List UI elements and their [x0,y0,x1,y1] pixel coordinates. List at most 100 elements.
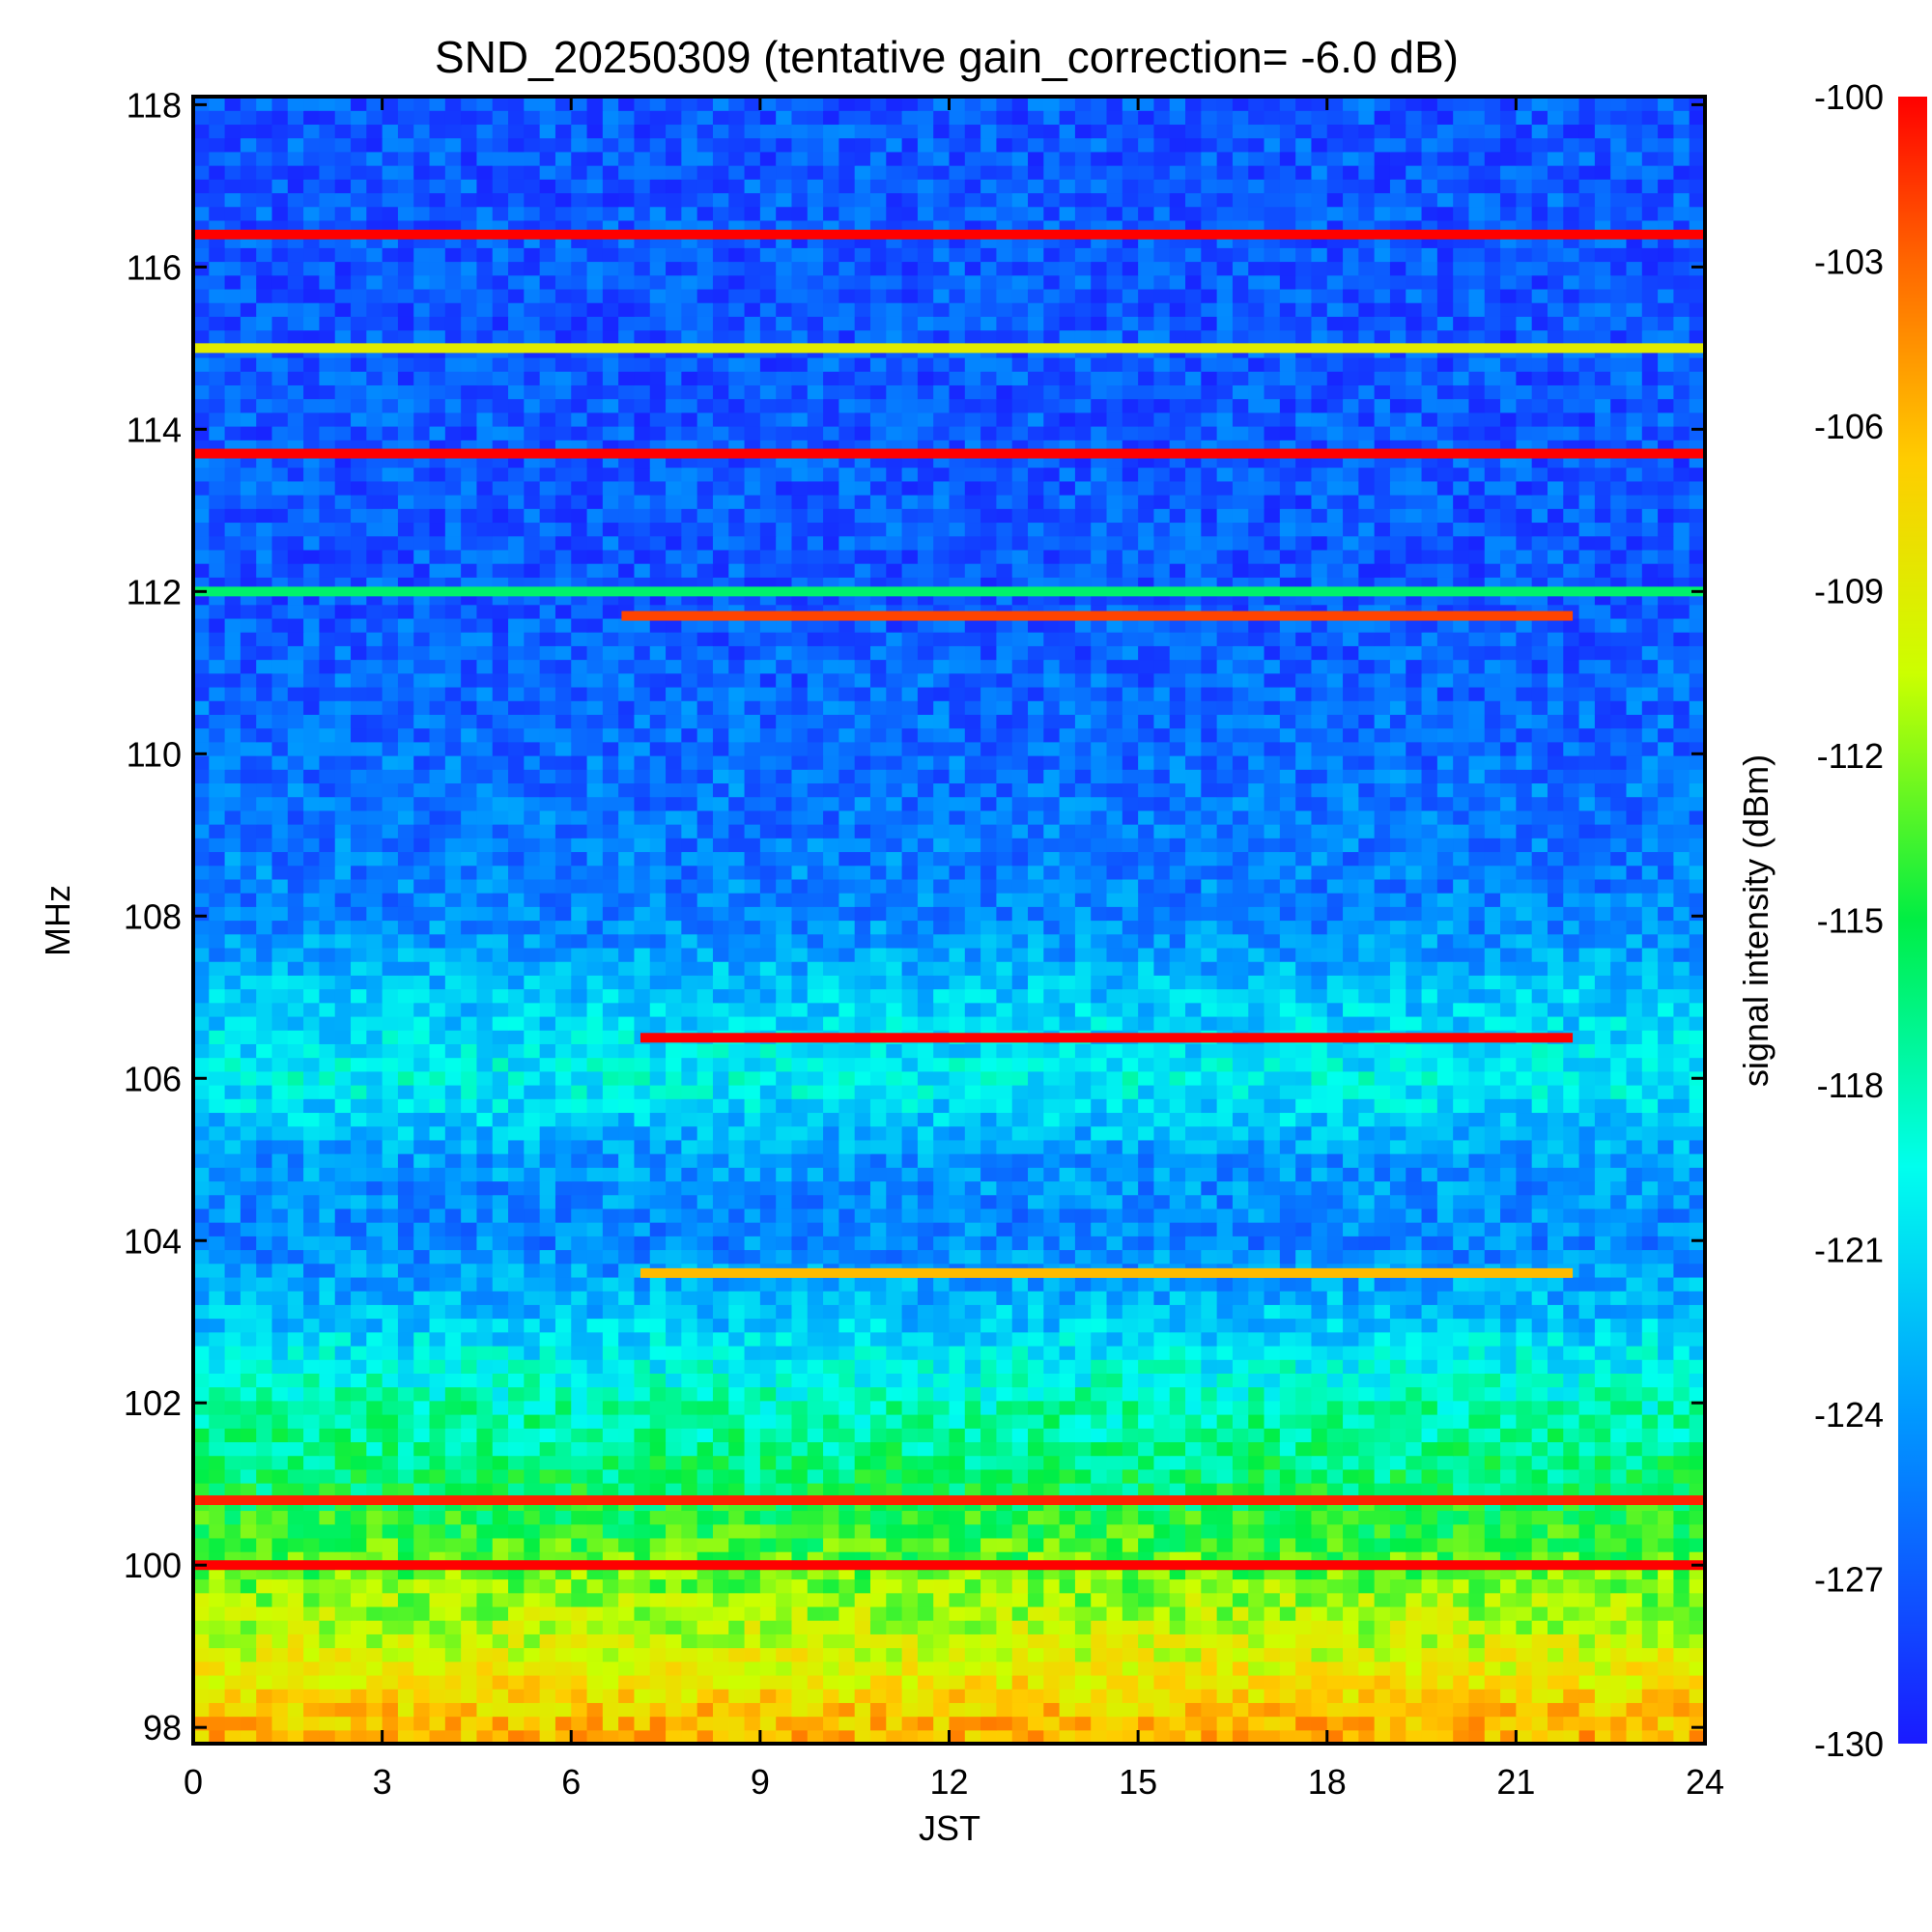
heatmap-cell [1374,1208,1391,1223]
heatmap-cell [476,1592,494,1607]
heatmap-cell [980,1208,997,1223]
heatmap-cell [869,1318,887,1333]
heatmap-cell [429,1661,446,1676]
heatmap-cell [696,1428,714,1443]
heatmap-cell [1169,1689,1186,1703]
heatmap-cell [508,1208,525,1223]
heatmap-cell [444,1634,462,1649]
heatmap-cell [524,1345,541,1360]
heatmap-cell [649,1125,667,1141]
heatmap-cell [571,1428,588,1443]
heatmap-cell [996,1674,1013,1690]
heatmap-cell [1185,1057,1202,1072]
heatmap-cell [571,1125,588,1141]
heatmap-cell [807,1139,824,1154]
heatmap-cell [319,1194,336,1209]
heatmap-cell [413,1194,431,1209]
heatmap-cell [382,1523,399,1539]
heatmap-cell [1153,1578,1171,1594]
heatmap-cell [1453,1249,1470,1264]
heatmap-cell [461,1729,478,1745]
heatmap-cell [1658,1510,1674,1525]
heatmap-cell [666,1414,682,1429]
heatmap-cell [634,1359,651,1374]
heatmap-cell [1326,1620,1344,1634]
heatmap-cell [1673,1674,1690,1690]
heatmap-cell [1295,1194,1313,1209]
heatmap-cell [917,1647,934,1662]
heatmap-cell [901,1304,919,1320]
heatmap-cell [1641,1180,1659,1196]
heatmap-cell [351,1318,367,1333]
heatmap-cell [791,1304,809,1320]
heatmap-cell [980,1605,997,1621]
heatmap-cell [256,1208,273,1223]
heatmap-cell [728,1468,746,1484]
heatmap-cell [1436,1057,1454,1072]
heatmap-cell [303,1318,321,1333]
heatmap-cell [634,1331,651,1347]
heatmap-cell [303,1304,321,1320]
heatmap-cell [791,1359,809,1374]
heatmap-cell [1610,1620,1628,1634]
heatmap-cell [823,1236,839,1251]
heatmap-cell [1689,1194,1706,1209]
heatmap-cell [1153,1729,1171,1745]
heatmap-cell [1122,1070,1139,1086]
heatmap-cell [838,1208,856,1223]
heatmap-cell [397,1139,414,1154]
heatmap-cell [508,1386,525,1402]
heatmap-cell [1311,1537,1328,1552]
heatmap-cell [791,1537,809,1552]
heatmap-cell [1138,1729,1155,1745]
heatmap-cell [996,1125,1013,1141]
heatmap-cell [1594,1523,1611,1539]
heatmap-cell [271,1729,289,1745]
heatmap-cell [586,1661,604,1676]
heatmap-cell [1547,1318,1564,1333]
heatmap-cell [1138,1098,1155,1114]
heatmap-cell [193,1139,210,1154]
heatmap-cell [1138,1702,1155,1718]
heatmap-cell [1673,1468,1690,1484]
heatmap-cell [444,1249,462,1264]
heatmap-cell [728,1331,746,1347]
heatmap-cell [271,1263,289,1278]
heatmap-cell [586,1414,604,1429]
heatmap-cell [1074,1139,1092,1154]
heatmap-cell [524,1331,541,1347]
heatmap-cell [1641,1194,1659,1209]
heatmap-cell [1201,1373,1218,1388]
heatmap-cell [444,1414,462,1429]
heatmap-cell [1043,1304,1061,1320]
heatmap-cell [1531,1647,1548,1662]
heatmap-cell [1343,1386,1359,1402]
heatmap-cell [256,1729,273,1745]
heatmap-cell [1531,1153,1548,1168]
heatmap-cell [649,1716,667,1731]
heatmap-cell [1138,1689,1155,1703]
heatmap-cell [1563,1702,1580,1718]
heatmap-cell [666,1112,682,1127]
heatmap-cell [1468,1428,1486,1443]
heatmap-cell [1028,1689,1044,1703]
heatmap-cell [886,1441,903,1457]
heatmap-cell [854,1167,871,1182]
heatmap-cell [1484,1455,1501,1470]
heatmap-cell [1153,1468,1171,1484]
heatmap-cell [964,1070,981,1086]
heatmap-cell [1074,1716,1092,1731]
heatmap-cell [319,1689,336,1703]
heatmap-cell [728,1441,746,1457]
heatmap-cell [1641,1043,1659,1059]
heatmap-cell [1295,1070,1313,1086]
heatmap-cell [554,1222,572,1236]
heatmap-cell [319,1702,336,1718]
heatmap-cell [476,1373,494,1388]
heatmap-cell [539,1428,556,1443]
heatmap-cell [854,1647,871,1662]
heatmap-cell [744,1441,761,1457]
heatmap-cell [1689,1605,1706,1621]
heatmap-cell [508,1167,525,1182]
heatmap-cell [1673,1057,1690,1072]
